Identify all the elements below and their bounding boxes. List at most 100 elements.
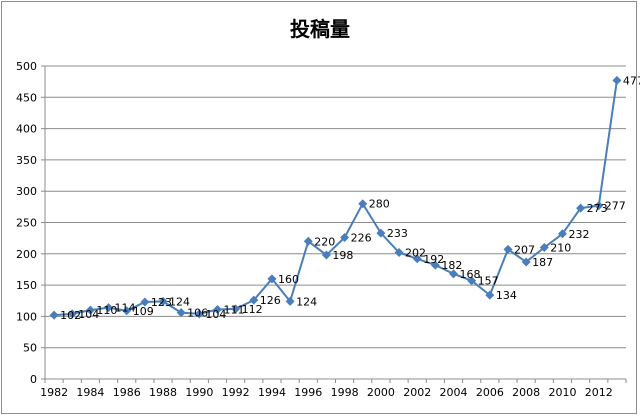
data-point-marker: [194, 309, 204, 319]
series-line: [54, 80, 618, 317]
data-label: 277: [605, 200, 626, 213]
data-point-marker: [321, 250, 331, 260]
x-tick-label: 2002: [403, 386, 431, 399]
data-label: 160: [278, 273, 299, 286]
data-label: 114: [115, 302, 136, 315]
data-point-marker: [176, 308, 186, 318]
y-tick-label: 400: [16, 123, 37, 136]
data-label: 111: [223, 304, 244, 317]
x-tick-label: 2004: [440, 386, 468, 399]
data-label: 126: [260, 294, 281, 307]
x-tick-label: 1988: [149, 386, 177, 399]
data-point-marker: [49, 310, 59, 320]
y-tick-label: 50: [23, 342, 37, 355]
data-label: 102: [60, 309, 81, 322]
data-point-marker: [267, 274, 277, 284]
y-tick-label: 450: [16, 91, 37, 104]
chart-title: 投稿量: [290, 17, 350, 41]
x-tick-label: 1982: [40, 386, 68, 399]
data-label: 157: [478, 275, 499, 288]
data-point-marker: [485, 290, 495, 300]
data-point-marker: [358, 199, 368, 209]
data-point-marker: [557, 229, 567, 239]
x-tick-label: 2000: [367, 386, 395, 399]
data-point-marker: [104, 303, 114, 313]
data-label: 273: [587, 202, 608, 215]
data-label: 198: [332, 249, 353, 262]
data-label: 168: [460, 268, 481, 281]
data-label: 182: [441, 259, 462, 272]
x-tick-label: 1984: [76, 386, 104, 399]
data-point-marker: [503, 244, 513, 254]
data-label: 109: [133, 305, 154, 318]
y-tick-label: 500: [16, 60, 37, 73]
axes: [41, 65, 627, 383]
data-label: 226: [351, 232, 372, 245]
data-point-marker: [521, 257, 531, 267]
data-point-marker: [140, 297, 150, 307]
data-point-marker: [85, 305, 95, 315]
x-tick-label: 1998: [331, 386, 359, 399]
data-label: 124: [296, 295, 317, 308]
y-tick-label: 250: [16, 217, 37, 230]
data-label: 210: [550, 242, 571, 255]
y-tick-label: 300: [16, 185, 37, 198]
x-tick-label: 1986: [113, 386, 141, 399]
data-label: 477: [623, 74, 640, 87]
x-tick-label: 2008: [512, 386, 540, 399]
x-tick-label: 1994: [258, 386, 286, 399]
data-point-marker: [376, 228, 386, 238]
data-label: 112: [242, 303, 263, 316]
data-point-marker: [539, 243, 549, 253]
data-point-marker: [467, 276, 477, 286]
data-series: [49, 75, 622, 320]
data-point-marker: [303, 236, 313, 246]
data-point-marker: [67, 309, 77, 319]
data-point-marker: [412, 254, 422, 264]
x-axis-tick-labels: 1982 1984 1986 1988 1990 1992 1994 1996 1998 2000…: [40, 386, 613, 399]
x-tick-label: 1990: [185, 386, 213, 399]
data-label: 187: [532, 256, 553, 269]
data-point-marker: [612, 75, 622, 85]
data-point-marker: [122, 306, 132, 316]
y-tick-label: 350: [16, 154, 37, 167]
data-point-marker: [594, 201, 604, 211]
data-label: 134: [496, 289, 517, 302]
data-label: 233: [387, 227, 408, 240]
data-point-marker: [576, 203, 586, 213]
data-label: 202: [405, 247, 426, 260]
data-point-marker: [249, 295, 259, 305]
x-tick-label: 2010: [548, 386, 576, 399]
y-tick-label: 0: [30, 373, 37, 386]
data-point-marker: [285, 296, 295, 306]
data-label: 123: [151, 296, 172, 309]
x-tick-label: 2012: [585, 386, 613, 399]
data-point-marker: [394, 248, 404, 258]
y-tick-label: 100: [16, 310, 37, 323]
y-tick-label: 150: [16, 279, 37, 292]
y-tick-label: 200: [16, 248, 37, 261]
data-point-marker: [212, 305, 222, 315]
data-label: 106: [187, 307, 208, 320]
data-label: 192: [423, 253, 444, 266]
data-point-marker: [158, 296, 168, 306]
data-point-marker: [449, 269, 459, 279]
data-label: 124: [169, 295, 190, 308]
data-label: 104: [205, 308, 226, 321]
data-point-marker: [340, 233, 350, 243]
data-label: 220: [314, 235, 335, 248]
data-label: 207: [514, 243, 535, 256]
data-labels: 1021041101141091231241061041111121261601…: [60, 74, 640, 322]
data-label: 110: [96, 304, 117, 317]
data-label: 280: [369, 198, 390, 211]
data-point-marker: [231, 304, 241, 314]
gridlines: [45, 65, 626, 349]
x-tick-label: 2006: [476, 386, 504, 399]
x-tick-label: 1992: [222, 386, 250, 399]
y-axis-tick-labels: 0 50 100 150 200 250 300 350 400 450 500: [16, 60, 37, 386]
data-point-marker: [430, 260, 440, 270]
data-label: 104: [78, 308, 99, 321]
x-tick-label: 1996: [294, 386, 322, 399]
